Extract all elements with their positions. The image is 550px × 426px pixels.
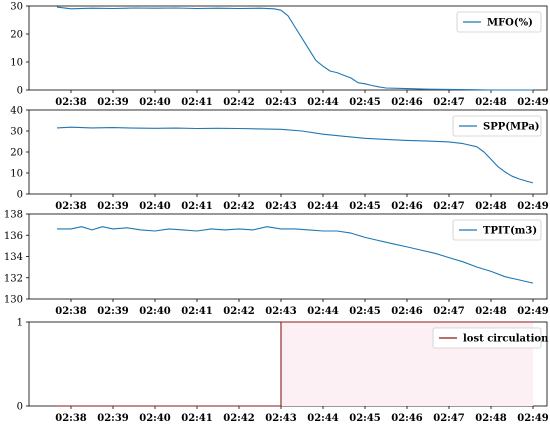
chart-panel-2: 40 30 20 10 0 02:38 02:39 02:40 02:41 02:42 02:43 0… — [10, 106, 549, 213]
legend-box — [456, 11, 542, 33]
x-tick-label: 02:43 — [265, 97, 297, 108]
x-tick-label: 02:42 — [223, 201, 255, 212]
y-tick-label: 30 — [10, 2, 23, 13]
x-tick-label: 02:49 — [517, 201, 549, 212]
x-tick-label: 02:40 — [139, 413, 171, 421]
series-line — [56, 126, 534, 184]
series-line — [57, 226, 534, 284]
x-tick-label: 02:40 — [139, 201, 171, 212]
x-tick-label: 02:41 — [181, 413, 213, 421]
series-line — [56, 6, 533, 91]
x-tick-label: 02:39 — [97, 97, 129, 108]
x-tick-label: 02:46 — [391, 201, 423, 212]
x-tick-label: 02:41 — [181, 201, 213, 212]
y-tick-label: 20 — [10, 30, 23, 41]
x-tick-label: 02:38 — [55, 201, 87, 212]
legend-box — [452, 115, 542, 137]
legend-box — [452, 219, 542, 241]
x-tick-label: 02:39 — [97, 306, 129, 317]
y-tick-label: 134 — [4, 252, 23, 263]
y-tick-label: 40 — [10, 106, 23, 117]
x-tick-label: 02:42 — [223, 413, 255, 421]
x-tick-label: 02:46 — [391, 306, 423, 317]
x-tick-label: 02:47 — [433, 97, 465, 108]
x-tick-label: 02:38 — [55, 97, 87, 108]
y-tick-label: 10 — [10, 169, 23, 180]
y-tick-label: 30 — [10, 127, 23, 138]
x-tick-label: 02:45 — [349, 306, 381, 317]
y-tick-label: 1 — [17, 318, 23, 329]
legend: SPP(MPa) — [452, 115, 542, 137]
legend: MFO(%) — [456, 11, 542, 33]
x-tick-label: 02:46 — [391, 413, 423, 421]
x-tick-label: 02:46 — [391, 97, 423, 108]
y-tick-label: 132 — [4, 273, 23, 284]
x-tick-label: 02:44 — [307, 201, 339, 212]
x-tick-label: 02:44 — [307, 413, 339, 421]
legend-label: TPIT(m3) — [483, 226, 537, 237]
x-tick-label: 02:38 — [55, 413, 87, 421]
x-tick-label: 02:47 — [433, 201, 465, 212]
x-tick-label: 02:38 — [55, 306, 87, 317]
y-tick-label: 0 — [17, 402, 23, 413]
legend: lost circulation — [432, 327, 549, 349]
legend: TPIT(m3) — [452, 219, 542, 241]
legend-box — [432, 327, 542, 349]
x-tick-label: 02:40 — [139, 97, 171, 108]
x-tick-label: 02:45 — [349, 201, 381, 212]
legend-label: lost circulation — [463, 334, 549, 345]
y-tick-label: 0 — [17, 190, 23, 201]
chart-panel-3: 138 136 134 132 130 02:38 02:39 02:40 02:41 02:42… — [4, 210, 549, 318]
series-line — [57, 321, 533, 407]
y-tick-label: 20 — [10, 148, 23, 159]
chart-panel-1: 30 20 10 0 02:38 02:39 02:40 02:41 02:42 02:43 02:… — [10, 2, 549, 109]
x-tick-label: 02:49 — [517, 97, 549, 108]
x-tick-label: 02:41 — [181, 97, 213, 108]
x-tick-label: 02:39 — [97, 413, 129, 421]
x-tick-label: 02:47 — [433, 413, 465, 421]
y-tick-label: 10 — [10, 58, 23, 69]
x-tick-label: 02:49 — [517, 413, 549, 421]
x-tick-label: 02:43 — [265, 201, 297, 212]
x-tick-label: 02:43 — [265, 413, 297, 421]
x-tick-label: 02:40 — [139, 306, 171, 317]
x-tick-label: 02:41 — [181, 306, 213, 317]
y-tick-label: 138 — [4, 210, 23, 221]
x-tick-label: 02:43 — [265, 306, 297, 317]
x-tick-label: 02:47 — [433, 306, 465, 317]
y-tick-label: 0 — [17, 86, 23, 97]
x-tick-label: 02:48 — [475, 413, 507, 421]
plot-frame — [28, 5, 548, 91]
x-tick-label: 02:44 — [307, 306, 339, 317]
x-tick-label: 02:39 — [97, 201, 129, 212]
x-tick-label: 02:45 — [349, 413, 381, 421]
legend-label: MFO(%) — [487, 18, 533, 29]
x-tick-label: 02:48 — [475, 306, 507, 317]
x-tick-label: 02:42 — [223, 97, 255, 108]
legend-label: SPP(MPa) — [483, 122, 540, 133]
y-tick-label: 130 — [4, 295, 23, 306]
x-tick-label: 02:45 — [349, 97, 381, 108]
chart-panel-4: 1 0 02:38 02:39 02:40 02:41 02:42 02:43 02:44 02:… — [17, 318, 549, 425]
x-tick-label: 02:44 — [307, 97, 339, 108]
x-tick-label: 02:48 — [475, 201, 507, 212]
x-tick-label: 02:48 — [475, 97, 507, 108]
x-tick-label: 02:42 — [223, 306, 255, 317]
x-tick-label: 02:49 — [517, 306, 549, 317]
y-tick-label: 136 — [4, 231, 23, 242]
